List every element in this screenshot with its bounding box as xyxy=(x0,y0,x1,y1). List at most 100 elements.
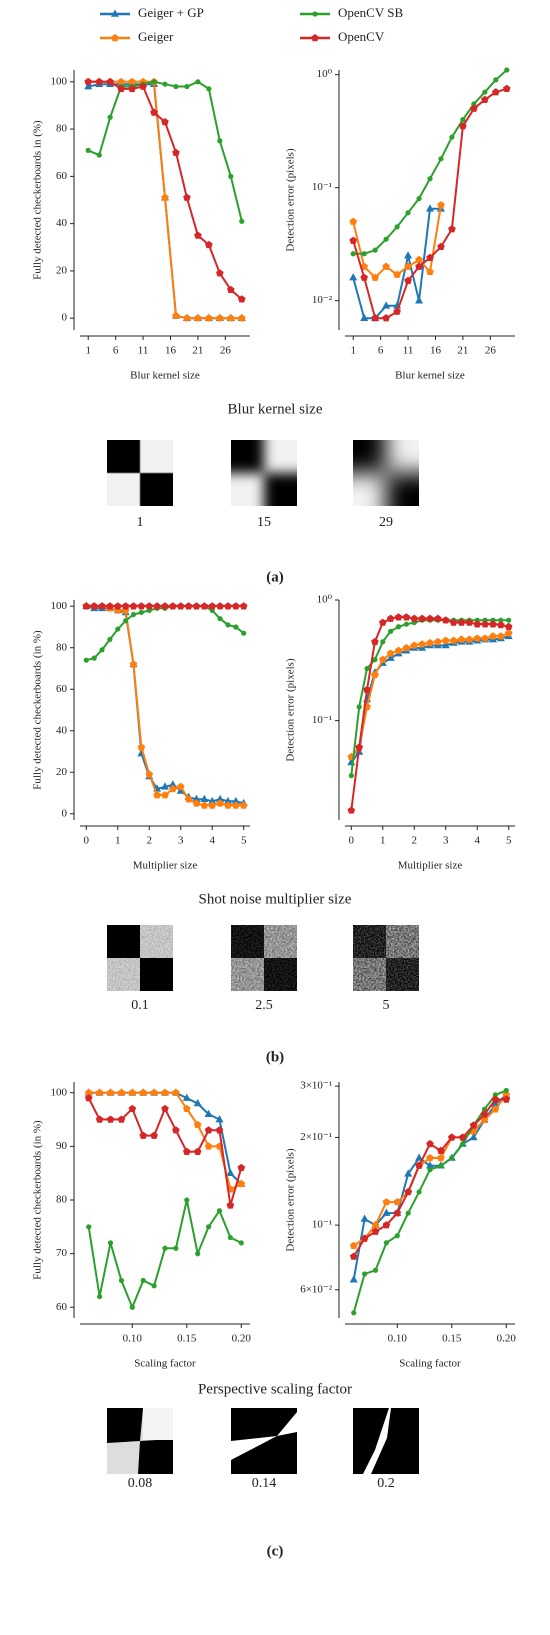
marker xyxy=(117,1088,126,1096)
x-tick-label: 6 xyxy=(113,345,119,357)
marker xyxy=(194,314,202,322)
marker xyxy=(349,1241,358,1249)
x-tick-label: 1 xyxy=(380,835,386,847)
image-label: 29 xyxy=(379,515,393,530)
x-axis-label: Multiplier size xyxy=(133,860,198,872)
marker xyxy=(226,1201,235,1209)
marker xyxy=(84,1088,93,1096)
x-axis-label: Scaling factor xyxy=(399,1358,461,1370)
marker xyxy=(224,801,232,809)
marker xyxy=(106,77,114,86)
x-tick-label: 3 xyxy=(443,835,449,847)
y-tick-label: 2×10⁻¹ xyxy=(300,1131,332,1143)
marker xyxy=(372,657,378,663)
marker xyxy=(448,225,456,233)
marker xyxy=(84,1094,93,1102)
marker xyxy=(382,1208,391,1216)
marker xyxy=(465,635,474,643)
marker xyxy=(502,84,511,93)
marker xyxy=(471,101,477,107)
panel-label: (b) xyxy=(266,1049,284,1065)
panel-title: Blur kernel size xyxy=(228,401,323,417)
marker xyxy=(145,770,154,778)
y-tick-label: 100 xyxy=(51,1086,68,1098)
marker xyxy=(86,1224,92,1230)
noise xyxy=(386,958,419,991)
marker xyxy=(404,1169,413,1177)
marker xyxy=(130,611,137,618)
marker xyxy=(137,743,146,751)
marker xyxy=(98,602,106,610)
marker xyxy=(227,1234,233,1241)
marker xyxy=(458,1133,467,1141)
marker xyxy=(410,614,419,622)
y-tick-label: 60 xyxy=(56,683,68,695)
marker xyxy=(360,1214,369,1222)
marker xyxy=(117,1115,126,1123)
marker xyxy=(161,602,169,610)
marker xyxy=(151,1283,157,1289)
marker xyxy=(184,1197,190,1203)
marker xyxy=(208,796,217,805)
y-tick-label: 0 xyxy=(62,312,68,324)
marker xyxy=(118,1277,125,1284)
marker xyxy=(393,270,401,278)
example-image xyxy=(231,925,297,991)
marker xyxy=(169,784,177,793)
marker xyxy=(493,77,499,83)
series-line xyxy=(86,605,245,662)
marker xyxy=(161,791,169,799)
series-line xyxy=(352,87,508,320)
marker xyxy=(394,1233,400,1239)
marker xyxy=(237,295,246,303)
marker xyxy=(176,782,185,791)
marker xyxy=(151,79,157,85)
marker xyxy=(402,643,411,652)
marker xyxy=(172,311,180,320)
marker xyxy=(215,1115,224,1123)
x-tick-label: 5 xyxy=(241,835,247,847)
marker xyxy=(378,655,387,663)
y-tick-label: 100 xyxy=(51,75,68,87)
marker xyxy=(225,622,231,628)
x-tick-label: 0.15 xyxy=(442,1333,462,1345)
marker xyxy=(233,624,239,630)
marker xyxy=(129,602,138,610)
x-tick-label: 16 xyxy=(165,345,177,357)
marker xyxy=(426,639,434,647)
marker xyxy=(497,621,505,629)
marker xyxy=(415,1161,423,1169)
marker xyxy=(176,602,185,610)
dark-square xyxy=(264,473,297,506)
marker xyxy=(349,1252,358,1260)
x-axis-label: Multiplier size xyxy=(398,860,463,872)
x-tick-label: 4 xyxy=(474,835,480,847)
image-label: 15 xyxy=(257,515,271,530)
noise xyxy=(264,958,297,991)
marker xyxy=(360,1234,369,1242)
marker xyxy=(215,1126,224,1134)
example-image xyxy=(353,925,419,991)
marker xyxy=(195,1251,201,1257)
marker xyxy=(172,1126,180,1134)
y-tick-label: 60 xyxy=(56,170,68,182)
marker xyxy=(470,104,478,112)
y-tick-label: 0 xyxy=(62,807,68,819)
marker xyxy=(95,1115,104,1123)
series-line xyxy=(350,632,510,758)
marker xyxy=(99,647,105,653)
panel-title: Perspective scaling factor xyxy=(198,1381,352,1397)
marker xyxy=(195,79,201,85)
marker xyxy=(205,1224,212,1230)
image-label: 0.2 xyxy=(377,1476,395,1491)
marker xyxy=(371,314,379,322)
marker xyxy=(96,152,102,158)
marker xyxy=(237,1163,246,1172)
marker xyxy=(465,618,474,626)
marker xyxy=(228,173,234,179)
series-line xyxy=(86,605,244,807)
marker xyxy=(128,84,136,93)
marker xyxy=(216,269,224,277)
y-tick-label: 10⁻¹ xyxy=(312,1219,332,1231)
marker xyxy=(416,1189,422,1195)
